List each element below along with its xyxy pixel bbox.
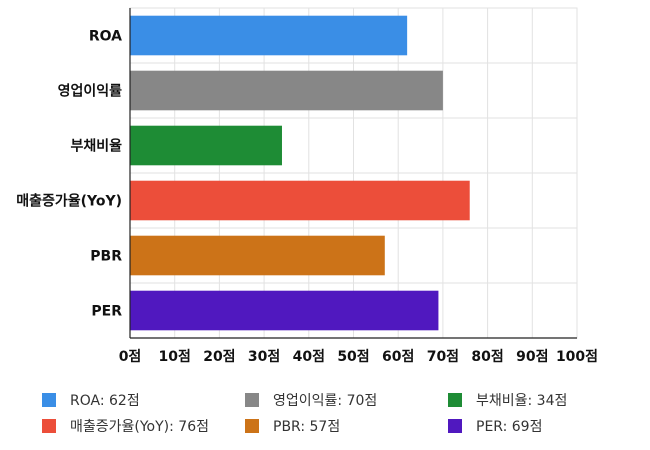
y-category-label: 부채비율: [70, 138, 122, 155]
bar-chart: 0점 10점 20점 30점 40점 50점 60점 70점 80점 90점 100점 ROA 영업이익…: [16, 7, 598, 365]
legend-label: 매출증가율(YoY): 76점: [70, 419, 209, 435]
y-category-label: PBR: [90, 249, 122, 265]
legend-item: 영업이익률: 70점: [245, 390, 377, 410]
bar-3: [130, 180, 470, 221]
x-tick-label: 30점: [248, 348, 280, 365]
legend-label: ROA: 62점: [70, 393, 140, 409]
y-category-label: PER: [91, 304, 122, 320]
legend-swatch: [42, 419, 56, 433]
x-tick-label: 80점: [471, 348, 503, 365]
legend-label: PER: 69점: [476, 419, 543, 435]
legend-item: ROA: 62점: [42, 390, 140, 410]
legend-label: 부채비율: 34점: [476, 393, 568, 409]
legend-swatch: [42, 393, 56, 407]
bar-1: [130, 70, 443, 111]
legend-label: PBR: 57점: [273, 419, 341, 435]
x-tick-label: 70점: [427, 348, 459, 365]
bar-0: [130, 15, 408, 56]
y-category-label: 영업이익률: [58, 83, 123, 100]
legend-item: 매출증가율(YoY): 76점: [42, 416, 209, 436]
x-tick-label: 60점: [382, 348, 414, 365]
legend-item: PER: 69점: [448, 416, 542, 436]
x-tick-label: 0점: [119, 348, 142, 365]
x-tick-label: 10점: [159, 348, 191, 365]
bar-5: [130, 290, 439, 331]
y-category-label: 매출증가율(YoY): [16, 193, 122, 210]
legend-swatch: [245, 419, 259, 433]
bar-4: [130, 235, 385, 276]
legend-swatch: [245, 393, 259, 407]
legend-swatch: [448, 393, 462, 407]
y-category-label: ROA: [89, 29, 122, 45]
legend-item: PBR: 57점: [245, 416, 340, 436]
x-tick-label: 90점: [516, 348, 548, 365]
legend-item: 부채비율: 34점: [448, 390, 567, 410]
legend-label: 영업이익률: 70점: [273, 393, 378, 409]
bar-2: [130, 125, 282, 166]
legend-swatch: [448, 419, 462, 433]
x-tick-label: 40점: [293, 348, 325, 365]
x-tick-label: 20점: [203, 348, 235, 365]
x-tick-label: 100점: [556, 348, 598, 365]
x-tick-label: 50점: [337, 348, 369, 365]
